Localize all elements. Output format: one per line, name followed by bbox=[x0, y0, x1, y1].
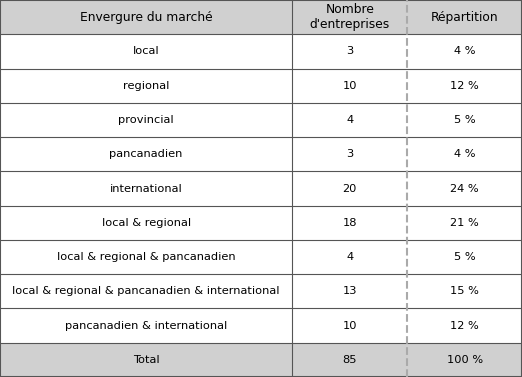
Text: 24 %: 24 % bbox=[450, 184, 479, 193]
Text: local & regional & pancanadien: local & regional & pancanadien bbox=[57, 252, 235, 262]
FancyBboxPatch shape bbox=[0, 172, 522, 205]
FancyBboxPatch shape bbox=[0, 0, 522, 34]
FancyBboxPatch shape bbox=[0, 205, 522, 240]
Text: 10: 10 bbox=[342, 320, 357, 331]
Text: 10: 10 bbox=[342, 81, 357, 91]
Text: 12 %: 12 % bbox=[450, 320, 479, 331]
FancyBboxPatch shape bbox=[0, 69, 522, 103]
Text: 3: 3 bbox=[346, 149, 353, 159]
Text: Total: Total bbox=[133, 355, 160, 365]
FancyBboxPatch shape bbox=[0, 240, 522, 274]
Text: 100 %: 100 % bbox=[446, 355, 483, 365]
Text: Envergure du marché: Envergure du marché bbox=[80, 11, 212, 24]
Text: 4 %: 4 % bbox=[454, 149, 476, 159]
Text: pancanadien & international: pancanadien & international bbox=[65, 320, 227, 331]
Text: 5 %: 5 % bbox=[454, 115, 476, 125]
Text: 13: 13 bbox=[342, 286, 357, 296]
FancyBboxPatch shape bbox=[0, 343, 522, 377]
Text: 5 %: 5 % bbox=[454, 252, 476, 262]
FancyBboxPatch shape bbox=[0, 274, 522, 308]
Text: regional: regional bbox=[123, 81, 169, 91]
Text: Répartition: Répartition bbox=[431, 11, 499, 24]
Text: local & regional & pancanadien & international: local & regional & pancanadien & interna… bbox=[13, 286, 280, 296]
Text: local: local bbox=[133, 46, 160, 57]
Text: pancanadien: pancanadien bbox=[110, 149, 183, 159]
Text: local & regional: local & regional bbox=[102, 218, 191, 228]
Text: 85: 85 bbox=[342, 355, 357, 365]
Text: 4 %: 4 % bbox=[454, 46, 476, 57]
Text: Nombre
d'entreprises: Nombre d'entreprises bbox=[310, 3, 390, 31]
Text: provincial: provincial bbox=[118, 115, 174, 125]
Text: 12 %: 12 % bbox=[450, 81, 479, 91]
FancyBboxPatch shape bbox=[0, 137, 522, 172]
Text: 20: 20 bbox=[342, 184, 357, 193]
Text: 21 %: 21 % bbox=[450, 218, 479, 228]
FancyBboxPatch shape bbox=[0, 308, 522, 343]
Text: 15 %: 15 % bbox=[450, 286, 479, 296]
Text: 4: 4 bbox=[346, 252, 353, 262]
Text: 18: 18 bbox=[342, 218, 357, 228]
Text: 4: 4 bbox=[346, 115, 353, 125]
Text: international: international bbox=[110, 184, 183, 193]
FancyBboxPatch shape bbox=[0, 34, 522, 69]
Text: 3: 3 bbox=[346, 46, 353, 57]
FancyBboxPatch shape bbox=[0, 103, 522, 137]
